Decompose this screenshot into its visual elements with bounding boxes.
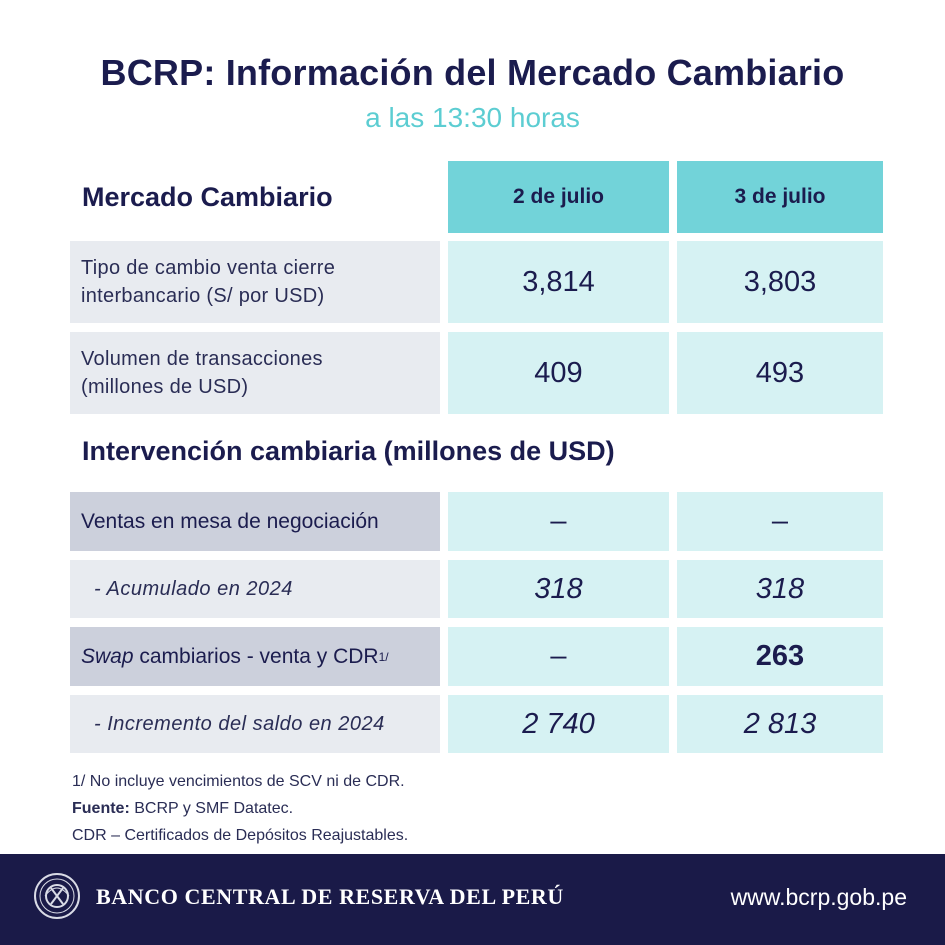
value-accumulated-date2: 318 [677,560,883,618]
value-swap-date1: – [448,627,669,686]
row-label-line: Tipo de cambio venta cierre [81,257,336,279]
table1-heading: Mercado Cambiario [82,181,333,212]
footnote-marker: 1/ [378,649,389,664]
page-subtitle: a las 13:30 horas [365,102,580,133]
value-volume-date2: 493 [677,332,883,414]
value-sales-date1: – [448,492,669,551]
value-exchange-rate-date2: 3,803 [677,241,883,323]
row-label-volume: Volumen de transacciones (millones de US… [70,332,440,414]
row-label-accumulated: - Acumulado en 2024 [70,560,440,618]
value-sales-date2: – [677,492,883,551]
value-exchange-rate-date1: 3,814 [448,241,669,323]
value-increment-date2: 2 813 [677,695,883,753]
value-increment-date1: 2 740 [448,695,669,753]
row-label-line: Volumen de transacciones [81,348,323,370]
row-label-sales: Ventas en mesa de negociación [70,492,440,551]
value-volume-date1: 409 [448,332,669,414]
row-label-exchange-rate: Tipo de cambio venta cierre interbancari… [70,241,440,323]
bcrp-seal-icon [34,873,80,919]
swap-label-rest: cambiarios - venta y CDR [133,644,379,668]
footer-bar [0,854,945,945]
row-label-increment: - Incremento del saldo en 2024 [70,695,440,753]
footnote-1: 1/ No incluye vencimientos de SCV ni de … [72,773,405,790]
footnote-source: Fuente: BCRP y SMF Datatec. [72,800,293,818]
column-header-date2: 3 de julio [677,161,883,233]
bank-name: BANCO CENTRAL DE RESERVA DEL PERÚ [96,884,564,909]
value-accumulated-date1: 318 [448,560,669,618]
page-title: BCRP: Información del Mercado Cambiario [100,52,845,93]
source-text: BCRP y SMF Datatec. [129,800,294,817]
source-label: Fuente: [72,800,130,817]
website-link[interactable]: www.bcrp.gob.pe [730,884,907,910]
row-label-swap: Swap cambiarios - venta y CDR 1/ [70,627,440,686]
row-label-line: (millones de USD) [81,376,249,398]
row-label-line: interbancario (S/ por USD) [81,285,325,307]
table2-heading: Intervención cambiaria (millones de USD) [82,436,615,466]
value-swap-date2: 263 [677,627,883,686]
column-header-date1: 2 de julio [448,161,669,233]
footnote-cdr: CDR – Certificados de Depósitos Reajusta… [72,827,409,844]
swap-word: Swap [81,644,134,668]
